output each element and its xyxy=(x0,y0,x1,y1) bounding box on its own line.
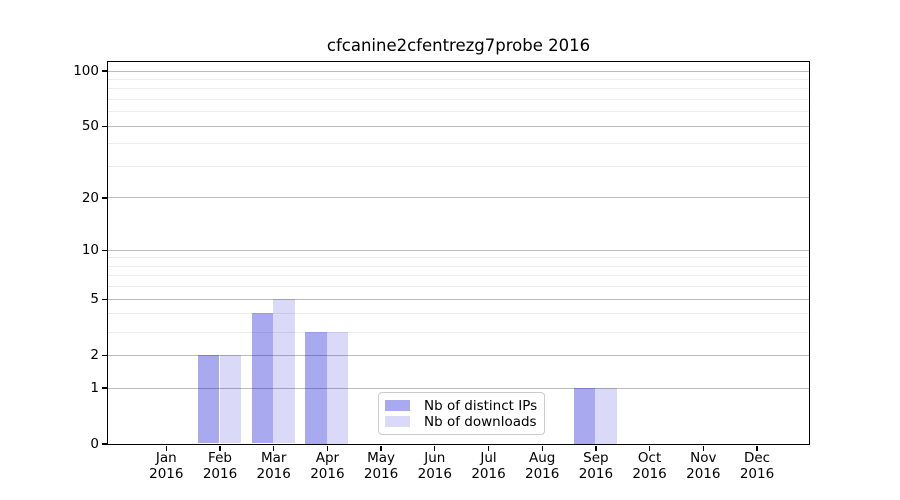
x-axis-tick-label: Apr 2016 xyxy=(310,450,345,482)
minor-gridline xyxy=(107,257,809,259)
minor-gridline xyxy=(107,265,809,267)
legend: Nb of distinct IPs Nb of downloads xyxy=(378,392,545,435)
x-axis-tick xyxy=(648,445,651,451)
x-axis-tick-label: Dec 2016 xyxy=(739,450,775,482)
x-axis-tick-label: May 2016 xyxy=(363,450,399,482)
major-gridline xyxy=(107,354,809,356)
major-gridline xyxy=(107,387,809,389)
major-gridline xyxy=(107,125,809,127)
bar-downloads xyxy=(326,331,349,444)
y-axis-tick xyxy=(101,125,107,127)
y-axis-tick-label: 50 xyxy=(81,118,99,135)
major-gridline xyxy=(107,249,809,251)
y-axis-tick xyxy=(101,70,107,72)
x-axis-tick xyxy=(219,445,221,451)
minor-gridline xyxy=(107,286,809,288)
y-axis-tick-label: 1 xyxy=(90,380,99,396)
legend-item-distinct-ips: Nb of distinct IPs xyxy=(385,397,538,414)
minor-gridline xyxy=(107,313,809,315)
minor-gridline xyxy=(107,166,809,167)
y-axis-tick xyxy=(101,443,107,445)
y-axis-tick xyxy=(101,197,107,199)
y-axis-tick-label: 100 xyxy=(73,63,99,79)
legend-label-downloads: Nb of downloads xyxy=(424,413,537,430)
x-axis-tick xyxy=(273,445,275,451)
chart-title: cfcanine2cfentrezg7probe 2016 xyxy=(326,36,591,55)
major-gridline xyxy=(107,298,809,300)
x-axis-tick-label: Jan 2016 xyxy=(149,450,184,482)
major-gridline xyxy=(107,70,809,72)
minor-gridline xyxy=(107,99,809,100)
bar-downloads xyxy=(595,387,617,444)
x-axis-tick-label: Nov 2016 xyxy=(686,450,721,482)
y-axis-tick-label: 5 xyxy=(90,291,99,308)
major-gridline xyxy=(107,197,809,199)
legend-label-distinct-ips: Nb of distinct IPs xyxy=(424,397,538,414)
x-axis-tick xyxy=(702,445,704,451)
x-axis-tick-label: Feb 2016 xyxy=(202,450,238,482)
x-axis-tick xyxy=(326,445,329,451)
y-axis-tick xyxy=(101,298,107,300)
minor-gridline xyxy=(107,331,809,333)
x-axis-tick xyxy=(434,445,436,451)
x-axis-tick xyxy=(595,445,597,451)
minor-gridline xyxy=(107,88,809,90)
y-axis-tick xyxy=(101,354,107,356)
legend-swatch-distinct-ips xyxy=(385,400,410,411)
minor-gridline xyxy=(107,275,809,277)
minor-gridline xyxy=(107,111,809,113)
minor-gridline xyxy=(107,78,809,80)
legend-item-downloads: Nb of downloads xyxy=(385,413,538,430)
bar-distinct-ips xyxy=(197,354,220,444)
bar-distinct-ips xyxy=(573,387,596,444)
x-axis-tick xyxy=(380,445,382,451)
x-axis-tick-label: Jul 2016 xyxy=(471,450,506,482)
y-axis-tick-label: 0 xyxy=(90,436,99,452)
y-axis-tick-label: 2 xyxy=(90,347,99,364)
y-axis-tick xyxy=(101,249,107,251)
minor-gridline xyxy=(107,143,809,145)
plot-area xyxy=(106,60,810,445)
x-axis-tick-label: Mar 2016 xyxy=(256,450,291,482)
x-axis-tick xyxy=(487,445,490,451)
bar-downloads xyxy=(273,298,295,444)
y-axis-tick-label: 10 xyxy=(81,242,99,259)
x-axis-tick xyxy=(756,445,758,451)
bar-distinct-ips xyxy=(305,331,327,444)
x-axis-tick xyxy=(541,445,543,451)
x-axis-tick-label: Jun 2016 xyxy=(417,450,452,482)
y-axis-tick-label: 20 xyxy=(81,189,99,206)
x-axis-tick-label: Oct 2016 xyxy=(632,450,667,482)
x-axis-tick-label: Aug 2016 xyxy=(525,450,560,482)
x-axis-tick xyxy=(165,445,167,451)
bar-distinct-ips xyxy=(251,313,274,444)
y-axis-tick xyxy=(101,387,107,389)
bar-downloads xyxy=(219,354,242,444)
legend-swatch-downloads xyxy=(385,416,410,427)
x-axis-tick-label: Sep 2016 xyxy=(578,450,614,482)
